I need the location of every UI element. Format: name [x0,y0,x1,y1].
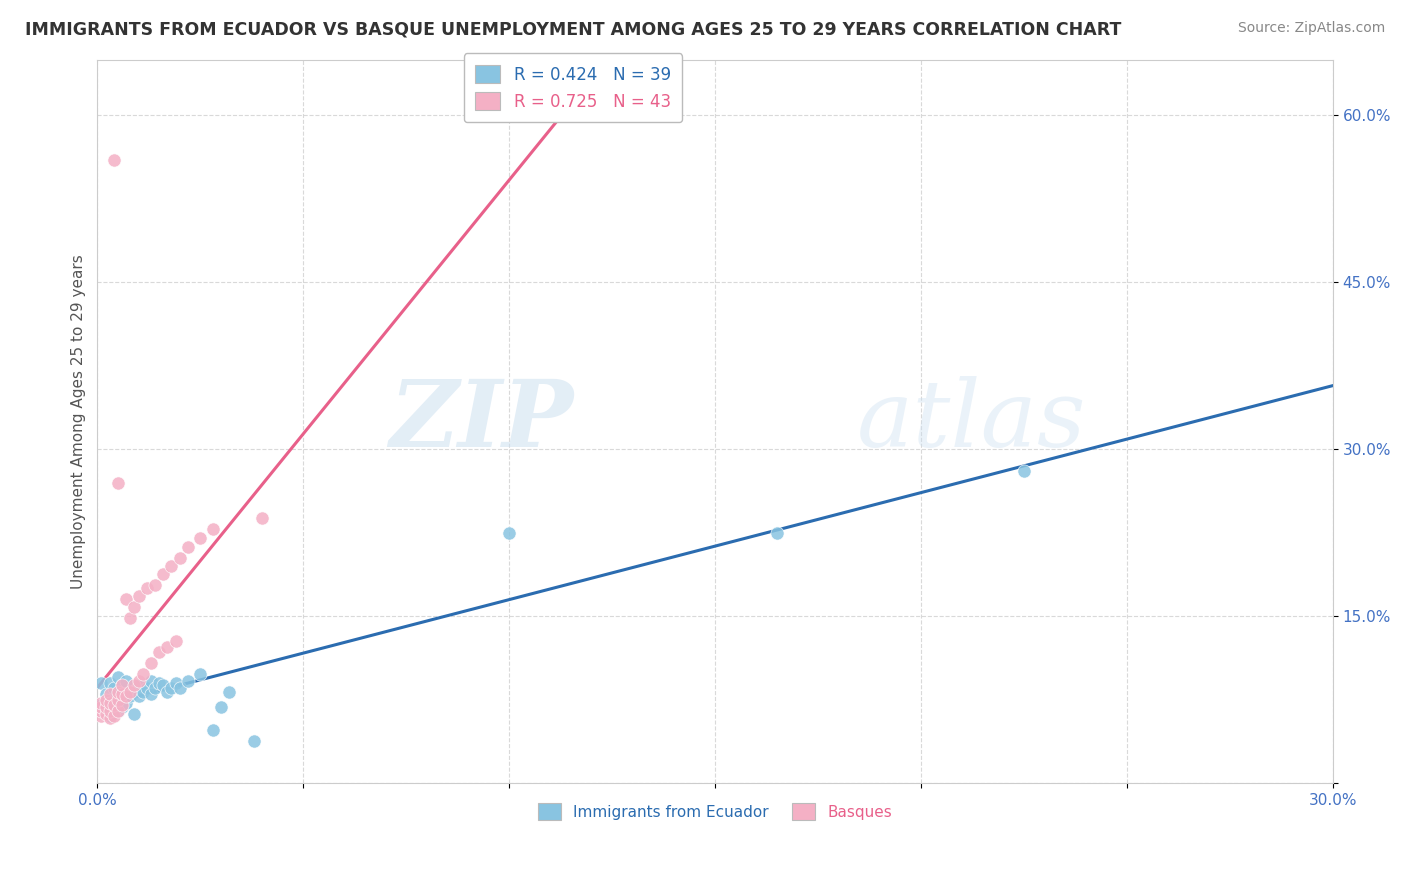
Point [766,525,789,540]
Point [209,700,232,714]
Point [90,676,112,690]
Text: atlas: atlas [858,376,1087,467]
Point [1012,464,1035,478]
Point [152,566,174,581]
Point [94,687,117,701]
Text: Source: ZipAtlas.com: Source: ZipAtlas.com [1237,21,1385,35]
Point [115,690,138,704]
Point [177,673,200,688]
Point [120,690,142,704]
Point [124,678,146,692]
Point [98,687,121,701]
Point [152,678,174,692]
Point [188,531,211,545]
Point [135,581,157,595]
Point [128,690,150,704]
Text: IMMIGRANTS FROM ECUADOR VS BASQUE UNEMPLOYMENT AMONG AGES 25 TO 29 YEARS CORRELA: IMMIGRANTS FROM ECUADOR VS BASQUE UNEMPL… [25,21,1122,38]
Point [139,687,162,701]
Point [111,678,134,692]
Point [165,633,187,648]
Point [115,673,138,688]
Point [94,706,117,721]
Point [90,700,112,714]
Point [111,678,134,692]
Point [111,698,134,713]
Point [128,589,150,603]
Point [111,687,134,701]
Point [103,698,125,713]
Point [98,711,121,725]
Point [201,723,224,737]
Point [94,700,117,714]
Point [103,153,125,167]
Point [160,681,183,696]
Point [107,704,129,718]
Point [111,700,134,714]
Point [98,676,121,690]
Point [156,685,179,699]
Point [120,685,142,699]
Point [115,592,138,607]
Point [107,704,129,718]
Point [94,704,117,718]
Point [103,709,125,723]
Point [90,696,112,710]
Point [148,676,170,690]
Point [139,673,162,688]
Point [94,692,117,706]
Point [107,670,129,684]
Point [243,733,266,747]
Point [156,640,179,655]
Point [131,685,153,699]
Point [98,696,121,710]
Point [124,600,146,615]
Point [90,709,112,723]
Point [107,692,129,706]
Point [177,540,200,554]
Point [131,667,153,681]
Point [169,681,191,696]
Point [169,551,191,566]
Y-axis label: Unemployment Among Ages 25 to 29 years: Unemployment Among Ages 25 to 29 years [72,254,86,589]
Point [128,678,150,692]
Point [103,681,125,696]
Point [90,698,112,713]
Point [103,698,125,713]
Point [107,475,129,490]
Point [98,704,121,718]
Point [250,511,273,525]
Point [188,667,211,681]
Point [148,645,170,659]
Point [165,676,187,690]
Point [160,559,183,574]
Point [124,706,146,721]
Point [201,522,224,536]
Legend: Immigrants from Ecuador, Basques: Immigrants from Ecuador, Basques [531,797,898,826]
Text: ZIP: ZIP [388,376,574,467]
Point [143,681,166,696]
Point [139,656,162,670]
Point [107,685,129,699]
Point [98,709,121,723]
Point [135,681,157,696]
Point [143,578,166,592]
Point [115,696,138,710]
Point [120,611,142,625]
Point [218,685,240,699]
Point [498,525,520,540]
Point [128,673,150,688]
Point [90,704,112,718]
Point [98,692,121,706]
